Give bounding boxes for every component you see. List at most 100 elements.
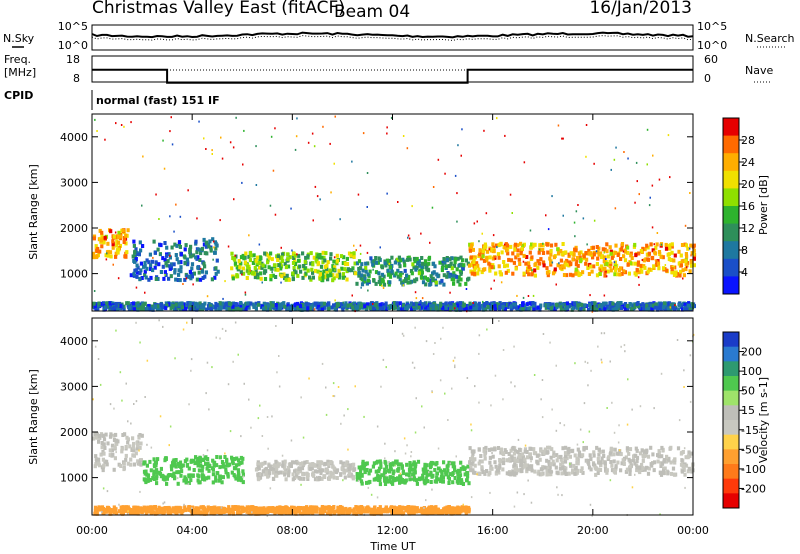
power-speckle (689, 192, 691, 194)
velocity-cell (505, 458, 509, 463)
power-cell (195, 304, 200, 309)
velocity-cell (563, 456, 567, 461)
power-speckle (622, 250, 625, 253)
velocity-cell (525, 455, 530, 460)
velocity-cell (469, 462, 473, 467)
velocity-cell (635, 465, 639, 470)
power-cell (325, 263, 329, 268)
power-speckle (316, 195, 319, 198)
power-cell (204, 307, 209, 312)
power-cell (616, 301, 620, 306)
power-cell (117, 301, 122, 306)
power-speckle (155, 193, 157, 196)
velocity-cell (322, 505, 326, 510)
velocity-cell (205, 466, 209, 471)
velocity-cell (260, 472, 264, 477)
power-cell (303, 307, 307, 312)
power-cell (133, 250, 137, 255)
power-cell (609, 249, 613, 254)
power-cell (450, 256, 454, 261)
velocity-cell (424, 468, 428, 473)
power-cell (583, 303, 587, 308)
power-cell (137, 305, 142, 310)
power-cell (331, 273, 335, 278)
velocity-cell (217, 478, 221, 483)
power-cell (516, 248, 520, 253)
velocity-cell (271, 470, 275, 475)
velocity-cell (237, 473, 241, 478)
power-cell (455, 303, 459, 308)
velocity-cell (427, 472, 432, 477)
velocity-cell (211, 458, 215, 463)
power-cell (276, 254, 280, 259)
power-cell (564, 250, 568, 255)
velocity-cell (172, 508, 176, 513)
power-speckle (674, 304, 676, 307)
power-speckle (355, 249, 357, 252)
power-cell (658, 302, 663, 307)
velocity-cell (128, 508, 132, 512)
power-cell (179, 252, 183, 257)
power-cell (238, 265, 242, 270)
power-speckle (494, 257, 497, 260)
velocity-cell (446, 463, 450, 468)
velocity-cell (549, 462, 553, 467)
power-speckle (219, 219, 221, 222)
power-cell (279, 302, 283, 307)
velocity-cell (520, 462, 524, 467)
power-cell (286, 252, 290, 257)
power-cell (452, 303, 456, 307)
velocity-cell (496, 446, 501, 450)
power-cell (620, 242, 625, 246)
velocity-cell (293, 469, 297, 474)
power-cell (292, 256, 296, 260)
power-cell (337, 268, 341, 273)
power-cell (156, 247, 160, 252)
power-cell (457, 275, 461, 280)
velocity-cell (397, 510, 401, 515)
velocity-cell (550, 447, 554, 452)
power-cell (438, 307, 442, 312)
power-cell (653, 305, 658, 310)
velocity-cell (142, 460, 146, 465)
power-cell (514, 305, 518, 310)
power-speckle (123, 125, 125, 128)
power-cell (365, 302, 370, 307)
power-cell (571, 257, 575, 262)
power-cell (438, 260, 442, 265)
power-cell (417, 259, 421, 264)
velocity-cell (122, 461, 126, 466)
power-speckle (93, 290, 96, 292)
velocity-cell (102, 437, 107, 442)
power-cell (517, 257, 521, 262)
velocity-cell (231, 509, 235, 514)
velocity-cell (125, 435, 129, 440)
velocity-cell (198, 459, 203, 464)
velocity-cell (211, 480, 215, 485)
power-cell (251, 271, 255, 276)
velocity-cell (379, 461, 383, 466)
velocity-cell (156, 457, 160, 462)
power-cell (198, 258, 202, 262)
power-cell (511, 251, 515, 256)
velocity-cell (599, 460, 603, 465)
power-speckle (234, 254, 236, 257)
power-cell (686, 303, 690, 308)
power-cell (153, 250, 157, 255)
velocity-cell (577, 453, 581, 458)
velocity-cell (377, 466, 382, 471)
velocity-cell (254, 467, 259, 472)
velocity-cell (465, 478, 469, 483)
velocity-cell (472, 470, 476, 475)
power-speckle (496, 117, 498, 120)
velocity-cell (119, 464, 123, 468)
velocity-cell (657, 449, 661, 454)
velocity-cell (424, 476, 428, 481)
velocity-cell (620, 461, 624, 466)
velocity-cell (625, 446, 629, 451)
velocity-cell (197, 468, 201, 473)
power-cell (472, 307, 476, 312)
velocity-cell (346, 464, 350, 469)
power-speckle (407, 236, 409, 239)
velocity-cell (595, 445, 599, 450)
